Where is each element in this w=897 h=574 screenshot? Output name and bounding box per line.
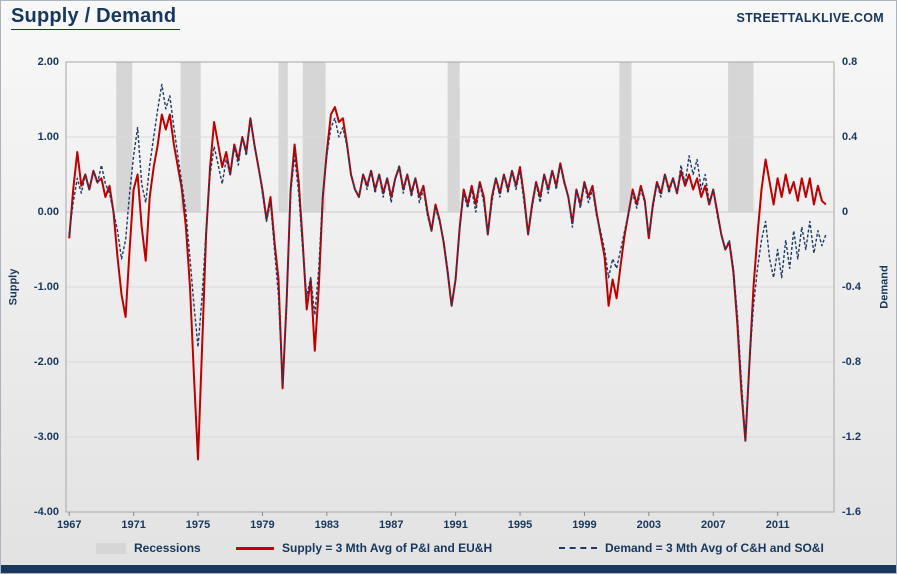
demand-line-swatch — [559, 547, 597, 549]
x-tick-label: 1967 — [56, 519, 82, 531]
x-tick-label: 2011 — [765, 519, 790, 531]
x-tick-label: 1983 — [314, 519, 340, 531]
legend-item-supply: Supply = 3 Mth Avg of P&I and EU&H — [236, 539, 492, 557]
y-left-tick-label: -4.00 — [33, 506, 59, 518]
legend-label-recessions: Recessions — [134, 541, 201, 555]
y-right-tick-label: 0.8 — [842, 56, 858, 68]
legend-item-demand: Demand = 3 Mth Avg of C&H and SO&I — [559, 539, 824, 557]
y-left-tick-label: 0.00 — [37, 206, 59, 218]
y-left-tick-label: -2.00 — [33, 356, 59, 368]
y-right-tick-label: -1.6 — [842, 506, 861, 518]
y-right-tick-label: -0.4 — [842, 281, 861, 293]
x-tick-label: 1979 — [250, 519, 275, 531]
series-line-demand — [68, 83, 827, 442]
x-tick-label: 1971 — [121, 519, 146, 531]
y-left-tick-label: -3.00 — [33, 431, 59, 443]
y-right-tick-label: -0.8 — [842, 356, 861, 368]
y-axis-right-title: Demand — [878, 265, 891, 309]
plot-border — [65, 61, 835, 513]
x-tick-label: 1995 — [507, 519, 533, 531]
y-right-tick-label: 0 — [842, 206, 849, 218]
recession-swatch — [96, 542, 126, 554]
x-tick-label: 2003 — [636, 519, 662, 531]
y-left-tick-label: -1.00 — [33, 281, 59, 293]
legend-item-recessions: Recessions — [96, 539, 201, 557]
y-left-tick-label: 1.00 — [37, 131, 59, 143]
y-axis-left-title: Supply — [7, 268, 20, 306]
page-title: Supply / Demand — [11, 5, 181, 30]
x-tick-label: 2007 — [700, 519, 726, 531]
brand-logo: STREETTALKLIVE.COM — [736, 11, 884, 25]
y-right-tick-label: 0.4 — [842, 131, 858, 143]
x-tick-label: 1991 — [443, 519, 468, 531]
x-tick-label: 1975 — [185, 519, 211, 531]
x-tick-label: 1999 — [572, 519, 597, 531]
legend-label-supply: Supply = 3 Mth Avg of P&I and EU&H — [282, 541, 493, 555]
y-left-tick-label: 2.00 — [37, 56, 59, 68]
y-right-tick-label: -1.2 — [842, 431, 861, 443]
x-tick-label: 1987 — [378, 519, 404, 531]
supply-line-swatch — [236, 546, 274, 550]
chart-legend: Recessions Supply = 3 Mth Avg of P&I and… — [1, 539, 896, 561]
legend-label-demand: Demand = 3 Mth Avg of C&H and SO&I — [605, 541, 824, 555]
bottom-accent-bar — [1, 565, 896, 573]
